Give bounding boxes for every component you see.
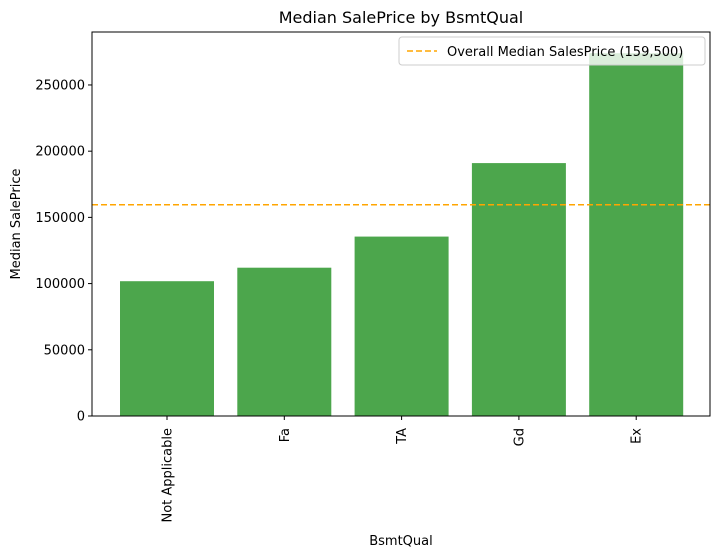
- plot-frame: [91, 31, 711, 417]
- y-tick-label: 200000: [35, 145, 85, 160]
- bar-gd: [471, 163, 566, 416]
- chart-title: Median SalePrice by BsmtQual: [279, 8, 524, 27]
- legend: Overall Median SalesPrice (159,500): [398, 36, 706, 66]
- bar-ta: [354, 236, 449, 416]
- y-tick-label: 50000: [44, 343, 85, 358]
- bar-fa: [237, 267, 332, 416]
- x-axis-label: BsmtQual: [369, 534, 433, 549]
- legend-box: [398, 36, 706, 66]
- bar-not-applicable: [120, 281, 214, 416]
- y-tick-label: 100000: [35, 277, 85, 292]
- bar-ex: [589, 53, 684, 416]
- plot-area: [92, 53, 710, 416]
- x-tick-label: Gd: [512, 428, 527, 446]
- y-axis-label: Median SalePrice: [9, 169, 24, 280]
- x-tick-label: Fa: [278, 428, 293, 442]
- x-tick-label: Ex: [630, 428, 645, 444]
- x-tick-label: Not Applicable: [161, 428, 176, 523]
- legend-reference-line-label: Overall Median SalesPrice (159,500): [447, 45, 683, 60]
- y-tick-label: 250000: [35, 78, 85, 93]
- y-tick-label: 0: [77, 410, 85, 425]
- y-tick-label: 150000: [35, 211, 85, 226]
- x-tick-label: TA: [395, 428, 410, 445]
